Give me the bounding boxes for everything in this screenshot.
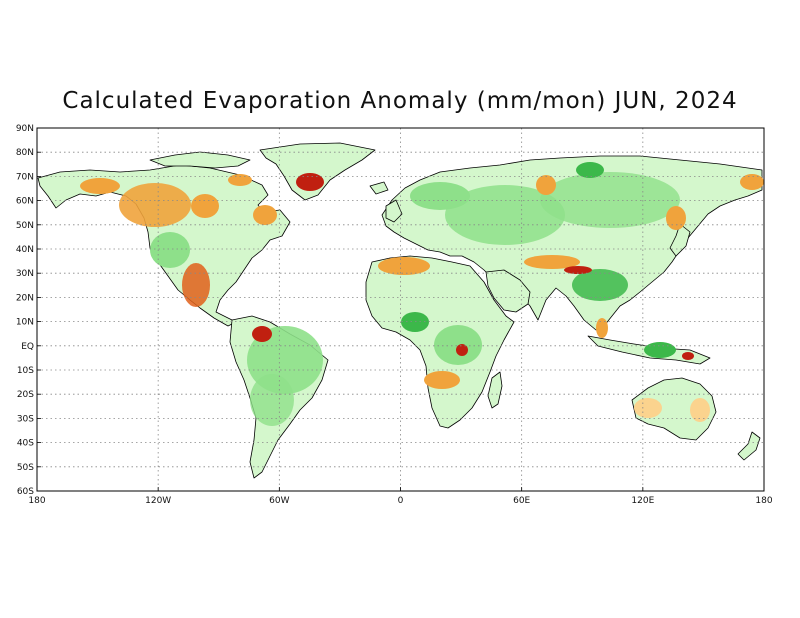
grid-lines xyxy=(36,127,765,492)
anomaly-patch xyxy=(576,162,604,178)
anomaly-patch xyxy=(564,266,592,274)
landmass-new-zealand xyxy=(737,431,761,461)
anomaly-layer xyxy=(80,162,764,426)
lat-tick-label: 30S xyxy=(17,414,34,424)
anomaly-patch xyxy=(150,232,190,268)
anomaly-patch xyxy=(228,174,252,186)
anomaly-patch xyxy=(119,183,191,227)
lat-tick-label: 70N xyxy=(16,172,34,182)
map-title: Calculated Evaporation Anomaly (mm/mon) … xyxy=(62,88,738,114)
anomaly-patch xyxy=(740,174,764,190)
landmass-uk xyxy=(385,199,403,223)
lat-tick-label: 60S xyxy=(17,487,34,497)
anomaly-patch xyxy=(690,398,710,422)
anomaly-patch xyxy=(182,263,210,307)
lat-tick-label: 50S xyxy=(17,463,34,473)
lat-tick-label: 60N xyxy=(16,197,34,207)
lon-tick-label: 180 xyxy=(28,496,45,506)
lon-tick-label: 60W xyxy=(269,496,289,506)
anomaly-patch xyxy=(524,255,580,269)
plot-frame xyxy=(36,127,765,492)
anomaly-patch xyxy=(191,194,219,218)
lat-tick-label: 40N xyxy=(16,245,34,255)
anomaly-patch xyxy=(378,257,430,275)
lat-tick-label: EQ xyxy=(21,342,34,352)
lat-tick-label: 80N xyxy=(16,148,34,158)
anomaly-patch xyxy=(456,344,468,356)
longitude-labels: 180 120W 60W 0 60E 120E 180 xyxy=(28,496,772,506)
lon-tick-label: 60E xyxy=(513,496,530,506)
lat-tick-label: 40S xyxy=(17,439,34,449)
anomaly-patch xyxy=(666,206,686,230)
lat-tick-label: 20S xyxy=(17,390,34,400)
anomaly-patch xyxy=(540,172,680,228)
landmass-australia xyxy=(631,377,717,441)
anomaly-patch xyxy=(410,182,470,210)
lon-tick-label: 120W xyxy=(145,496,171,506)
lat-tick-label: 20N xyxy=(16,293,34,303)
anomaly-patch xyxy=(252,326,272,342)
anomaly-patch xyxy=(644,342,676,358)
lon-tick-label: 0 xyxy=(398,496,404,506)
lon-tick-label: 120E xyxy=(631,496,654,506)
lon-tick-label: 180 xyxy=(755,496,772,506)
anomaly-patch xyxy=(434,325,482,365)
landmass-arctic-islands xyxy=(149,151,251,169)
anomaly-patch xyxy=(445,185,565,245)
anomaly-patch xyxy=(80,178,120,194)
anomaly-patch xyxy=(296,173,324,191)
lat-tick-label: 90N xyxy=(16,124,34,134)
anomaly-patch xyxy=(424,371,460,389)
anomaly-patch xyxy=(253,205,277,225)
latitude-labels: 90N 80N 70N 60N 50N 40N 30N 20N 10N EQ 10S 20S 30S 40… xyxy=(16,124,34,497)
anomaly-patch xyxy=(250,374,294,426)
anomaly-patch xyxy=(634,398,662,418)
anomaly-patch xyxy=(536,175,556,195)
lat-tick-label: 30N xyxy=(16,269,34,279)
landmass-madagascar xyxy=(487,371,503,409)
anomaly-patch xyxy=(596,318,608,338)
anomaly-patch xyxy=(682,352,694,360)
anomaly-patch xyxy=(572,269,628,301)
landmass-greenland xyxy=(259,142,376,201)
landmass-japan xyxy=(669,223,691,257)
landmass-iceland xyxy=(369,181,389,195)
lat-tick-label: 10S xyxy=(17,366,34,376)
lat-tick-label: 10N xyxy=(16,318,34,328)
lat-tick-label: 50N xyxy=(16,221,34,231)
